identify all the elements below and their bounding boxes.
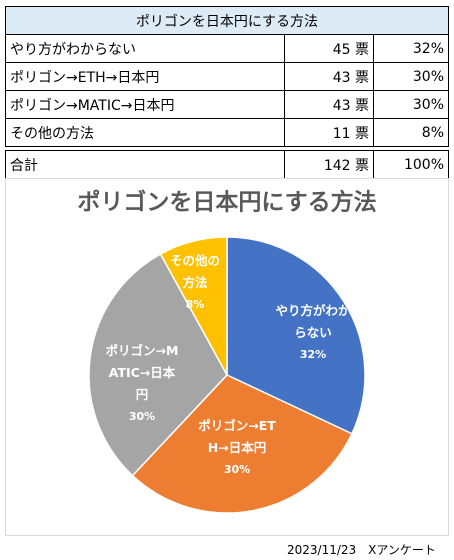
slice-label-box: やり方がわからない 32%	[274, 300, 352, 366]
chart: ポリゴンを日本円にする方法 やり方がわからない 32% ポリゴン→ETH→日本円 30…	[5, 178, 449, 536]
pie-slice	[88, 253, 228, 477]
table-cell: 43 票	[284, 62, 374, 91]
category-label: その他の方法	[169, 253, 220, 290]
category-label: やり方がわからない	[275, 303, 351, 340]
slice-label: ポリゴン→MATIC→日本円 30%	[103, 340, 181, 428]
slice-label: その他の方法 8%	[167, 250, 223, 316]
table-cell: 合計	[5, 150, 285, 179]
pie-slice	[226, 236, 366, 435]
slice-label-box: その他の方法 8%	[167, 250, 223, 316]
table-row: やり方がわからない 45 票 32%	[5, 34, 449, 63]
table-cell: 142 票	[284, 150, 374, 179]
category-label: ポリゴン→MATIC→日本円	[105, 343, 179, 402]
table-cell: 100%	[373, 150, 449, 179]
footer: 2023/11/23 Xアンケート	[287, 543, 436, 557]
slice-label: ポリゴン→ETH→日本円 30%	[194, 415, 280, 481]
table-cell: ポリゴン→MATIC→日本円	[5, 90, 285, 119]
table-cell: 11 票	[284, 118, 374, 147]
table-row: ポリゴン→MATIC→日本円 43 票 30%	[5, 90, 449, 119]
slice-label-box: ポリゴン→ETH→日本円 30%	[194, 415, 280, 481]
table-cell: 43 票	[284, 90, 374, 119]
table-cell: やり方がわからない	[5, 34, 285, 63]
category-label: ポリゴン→ETH→日本円	[198, 418, 276, 455]
table-cell: 30%	[373, 90, 449, 119]
table-title: ポリゴンを日本円にする方法	[5, 6, 449, 35]
slice-label: やり方がわからない 32%	[274, 300, 352, 366]
table-row: 合計 142 票 100%	[5, 150, 449, 179]
table: ポリゴンを日本円にする方法 やり方がわからない 45 票 32% ポリゴン→ETH→日…	[5, 6, 449, 179]
pie-slice	[159, 236, 228, 376]
value-label: 30%	[223, 463, 251, 476]
chart-title: ポリゴンを日本円にする方法	[77, 189, 376, 216]
table-cell: 8%	[373, 118, 449, 147]
value-label: 32%	[299, 348, 327, 361]
table-cell: 32%	[373, 34, 449, 63]
value-label: 8%	[185, 298, 205, 311]
table-cell: 30%	[373, 62, 449, 91]
table-cell: その他の方法	[5, 118, 285, 147]
pie-slice	[131, 374, 353, 514]
slice-label-box: ポリゴン→MATIC→日本円 30%	[103, 340, 181, 428]
table-cell: 45 票	[284, 34, 374, 63]
value-label: 30%	[128, 410, 156, 423]
table-row: ポリゴン→ETH→日本円 43 票 30%	[5, 62, 449, 91]
table-cell: ポリゴン→ETH→日本円	[5, 62, 285, 91]
table-row: その他の方法 11 票 8%	[5, 118, 449, 147]
